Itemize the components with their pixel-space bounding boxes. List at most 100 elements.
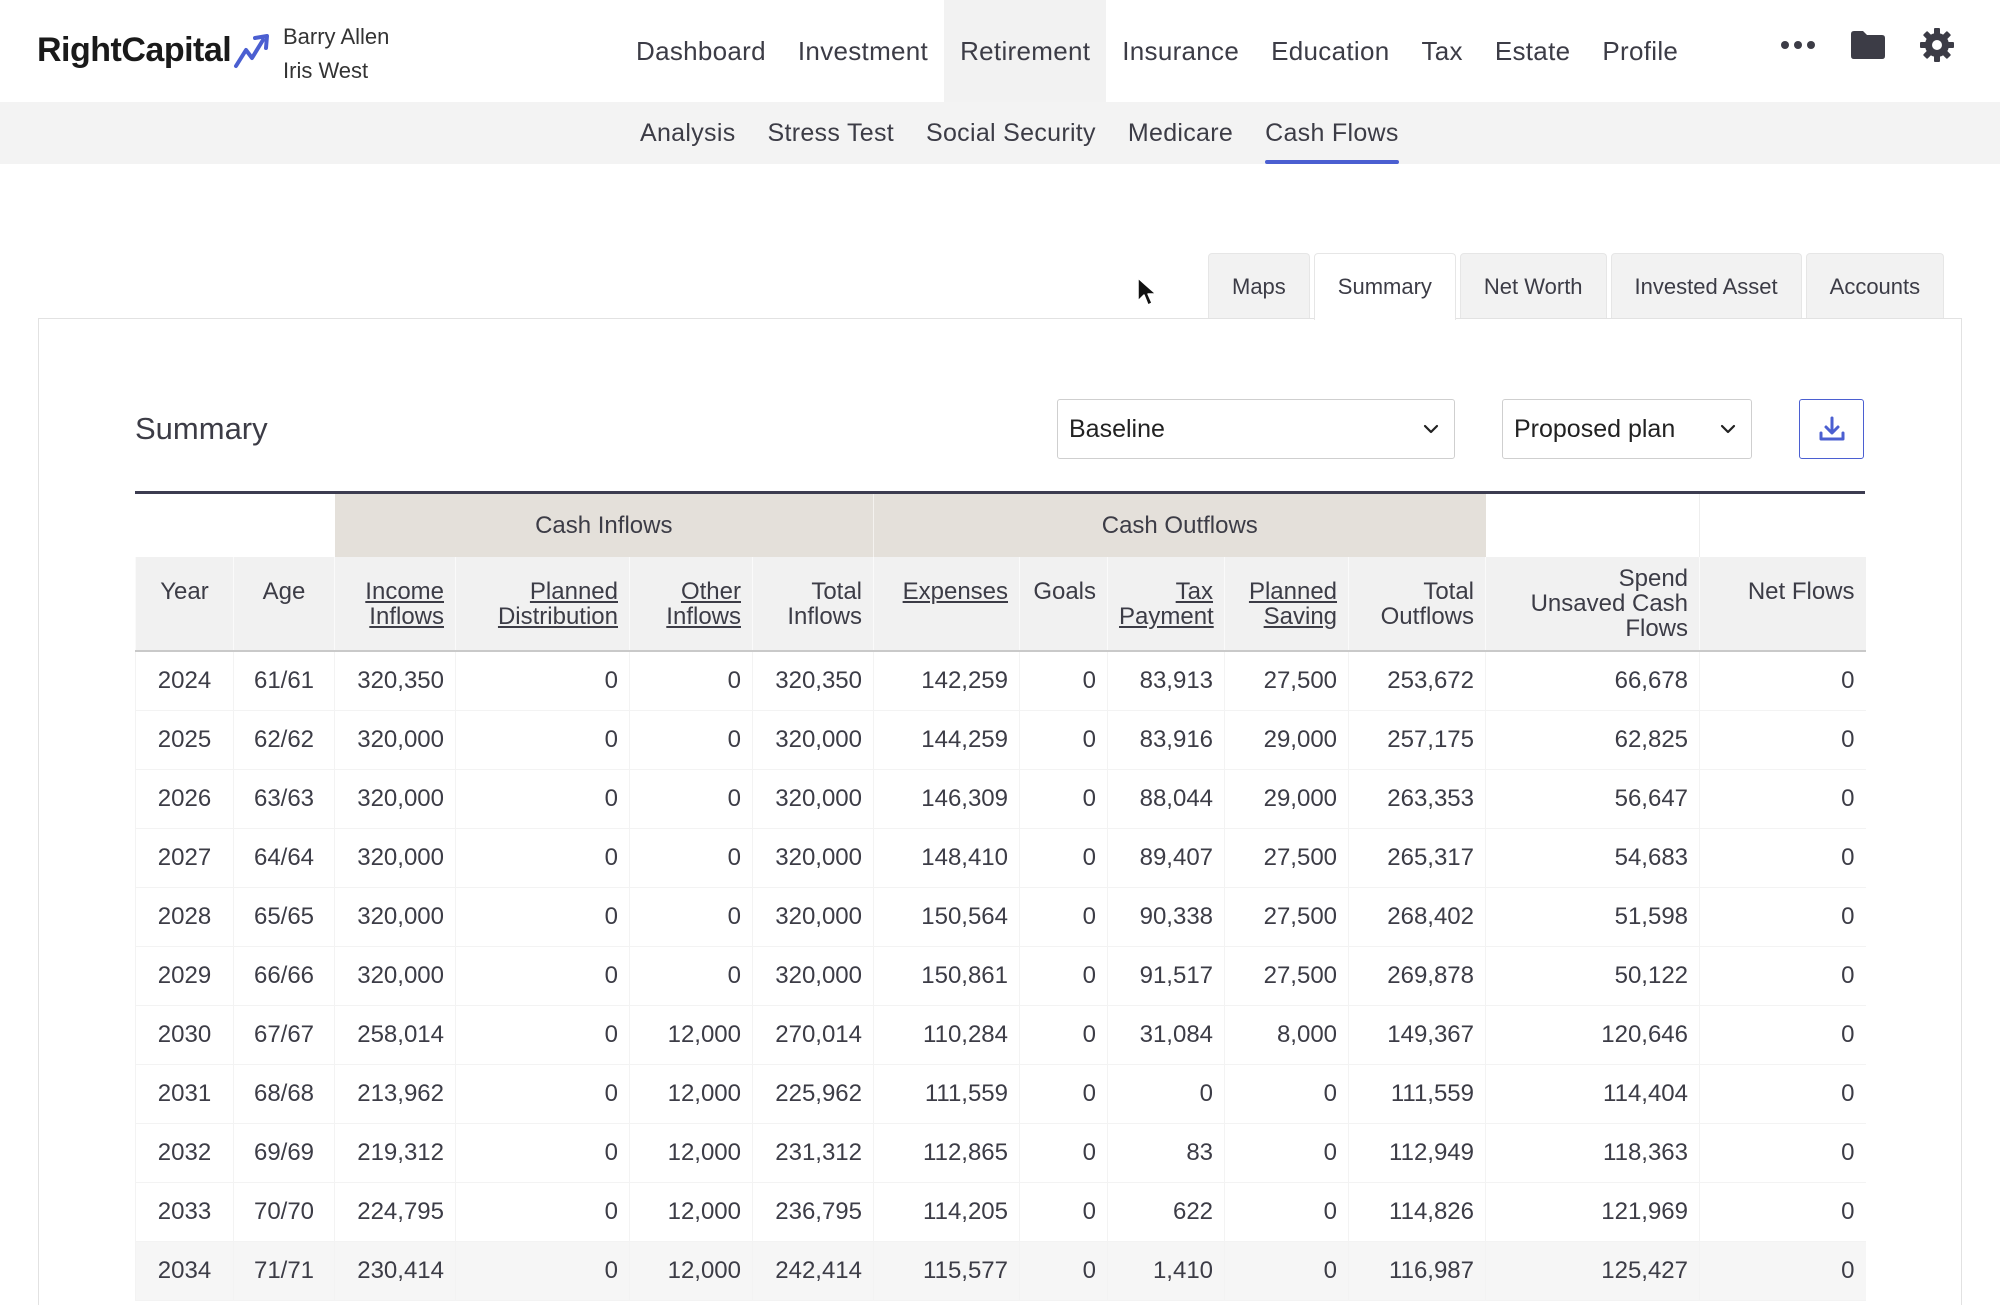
cell-tax-payment: 90,338 bbox=[1107, 887, 1225, 947]
cell-net-flows: 0 bbox=[1699, 1123, 1866, 1183]
rightcapital-logo[interactable]: RightCapital bbox=[37, 30, 277, 70]
cell-age: 62/62 bbox=[233, 710, 335, 770]
download-button[interactable] bbox=[1799, 399, 1864, 459]
tab-invested-asset[interactable]: Invested Asset bbox=[1610, 253, 1802, 319]
cell-other-inflows: 0 bbox=[629, 651, 753, 711]
nav-investment[interactable]: Investment bbox=[797, 35, 929, 66]
cell-planned-saving: 0 bbox=[1224, 1241, 1349, 1301]
cell-goals: 0 bbox=[1019, 1241, 1108, 1301]
column-header-label: Spend bbox=[1618, 565, 1689, 592]
cell-expenses: 114,205 bbox=[873, 1182, 1020, 1242]
tab-accounts[interactable]: Accounts bbox=[1805, 253, 1945, 319]
logo-arrow-icon bbox=[234, 34, 270, 68]
scenario-select[interactable]: Baseline bbox=[1057, 399, 1455, 459]
subnav-analysis[interactable]: Analysis bbox=[640, 118, 736, 147]
table-row: 2024 61/61 320,350 0 0 320,350 142,259 0 83,913 2… bbox=[135, 651, 1866, 711]
table-body: 2024 61/61 320,350 0 0 320,350 142,259 0 83,913 2… bbox=[135, 651, 1866, 1301]
column-header-planned-distribution[interactable]: Planned Distribution bbox=[455, 557, 630, 651]
column-header-label: Total bbox=[811, 577, 863, 605]
view-tabs: Maps Summary Net Worth Invested Asset Ac… bbox=[1208, 253, 1948, 320]
cell-total-outflows: 269,878 bbox=[1348, 946, 1486, 1006]
cell-age: 66/66 bbox=[233, 946, 335, 1006]
nav-estate[interactable]: Estate bbox=[1494, 35, 1571, 66]
column-header-total-outflows: Total Outflows bbox=[1348, 557, 1486, 651]
cell-total-outflows: 149,367 bbox=[1348, 1005, 1486, 1065]
column-header-other-inflows[interactable]: Other Inflows bbox=[629, 557, 753, 651]
table-row: 2032 69/69 219,312 0 12,000 231,312 112,865 0 83… bbox=[135, 1123, 1866, 1183]
cell-goals: 0 bbox=[1019, 828, 1108, 888]
cell-other-inflows: 0 bbox=[629, 828, 753, 888]
cell-expenses: 111,559 bbox=[873, 1064, 1020, 1124]
cell-spend-unsaved-cash-flows: 121,969 bbox=[1485, 1182, 1700, 1242]
column-header-net-flows: Net Flows bbox=[1699, 557, 1866, 651]
plan-select[interactable]: Proposed plan bbox=[1502, 399, 1752, 459]
tab-summary[interactable]: Summary bbox=[1313, 253, 1456, 320]
nav-profile[interactable]: Profile bbox=[1602, 35, 1679, 66]
cell-planned-distribution: 0 bbox=[455, 887, 630, 947]
nav-tax[interactable]: Tax bbox=[1421, 35, 1463, 66]
column-header-income-inflows[interactable]: Income Inflows bbox=[334, 557, 456, 651]
table-row: 2029 66/66 320,000 0 0 320,000 150,861 0 91,517 2… bbox=[135, 946, 1866, 1006]
client-names[interactable]: Barry Allen Iris West bbox=[283, 20, 389, 88]
column-header-planned-saving[interactable]: Planned Saving bbox=[1224, 557, 1349, 651]
table-row: 2026 63/63 320,000 0 0 320,000 146,309 0 88,044 2… bbox=[135, 769, 1866, 829]
column-header-tax-payment[interactable]: Tax Payment bbox=[1107, 557, 1225, 651]
tab-net-worth[interactable]: Net Worth bbox=[1459, 253, 1607, 319]
nav-insurance[interactable]: Insurance bbox=[1122, 35, 1240, 66]
cell-planned-distribution: 0 bbox=[455, 946, 630, 1006]
column-header-year: Year bbox=[135, 557, 234, 651]
cell-income-inflows: 258,014 bbox=[334, 1005, 456, 1065]
nav-dashboard[interactable]: Dashboard bbox=[636, 35, 766, 66]
group-header-empty bbox=[1699, 494, 1866, 557]
subnav-stress-test[interactable]: Stress Test bbox=[767, 118, 894, 147]
cell-goals: 0 bbox=[1019, 1064, 1108, 1124]
cell-planned-distribution: 0 bbox=[455, 769, 630, 829]
scenario-select-value: Baseline bbox=[1069, 414, 1165, 443]
column-header-expenses[interactable]: Expenses bbox=[873, 557, 1020, 651]
nav-education[interactable]: Education bbox=[1271, 35, 1390, 66]
cell-total-outflows: 257,175 bbox=[1348, 710, 1486, 770]
table-row: 2033 70/70 224,795 0 12,000 236,795 114,205 0 62… bbox=[135, 1182, 1866, 1242]
column-header-label: Outflows bbox=[1380, 602, 1475, 630]
table-row: 2034 71/71 230,414 0 12,000 242,414 115,577 0 1,… bbox=[135, 1241, 1866, 1301]
table-row: 2028 65/65 320,000 0 0 320,000 150,564 0 90,338 2… bbox=[135, 887, 1866, 947]
column-header-label: Inflows bbox=[369, 602, 444, 630]
cell-total-inflows: 231,312 bbox=[751, 1123, 874, 1183]
subnav-cash-flows[interactable]: Cash Flows bbox=[1265, 102, 1399, 164]
gear-icon[interactable] bbox=[1920, 28, 1954, 62]
column-header-label: Expenses bbox=[902, 577, 1009, 605]
cell-net-flows: 0 bbox=[1699, 1064, 1866, 1124]
more-icon[interactable] bbox=[1780, 39, 1816, 51]
column-header-label: Age bbox=[262, 577, 306, 605]
cell-year: 2030 bbox=[135, 1005, 234, 1065]
cell-goals: 0 bbox=[1019, 1005, 1108, 1065]
cell-income-inflows: 213,962 bbox=[334, 1064, 456, 1124]
tab-maps[interactable]: Maps bbox=[1208, 253, 1310, 319]
subnav-medicare[interactable]: Medicare bbox=[1127, 118, 1234, 147]
column-header-spend-unsaved-cash-flows: Spend Unsaved Cash Flows bbox=[1485, 557, 1700, 651]
cell-income-inflows: 320,000 bbox=[334, 710, 456, 770]
cell-total-inflows: 270,014 bbox=[751, 1005, 874, 1065]
column-header-label: Inflows bbox=[787, 602, 863, 630]
cell-expenses: 148,410 bbox=[873, 828, 1020, 888]
cell-goals: 0 bbox=[1019, 1182, 1108, 1242]
cell-total-outflows: 265,317 bbox=[1348, 828, 1486, 888]
subnav-social-security[interactable]: Social Security bbox=[926, 118, 1096, 147]
table-top-divider bbox=[135, 491, 1865, 494]
cell-net-flows: 0 bbox=[1699, 1241, 1866, 1301]
cell-total-outflows: 114,826 bbox=[1348, 1182, 1486, 1242]
cell-income-inflows: 320,000 bbox=[334, 946, 456, 1006]
cell-age: 71/71 bbox=[233, 1241, 335, 1301]
folder-icon[interactable] bbox=[1850, 30, 1886, 60]
column-header-label: Saving bbox=[1263, 602, 1338, 630]
cell-other-inflows: 0 bbox=[629, 710, 753, 770]
cell-total-outflows: 116,987 bbox=[1348, 1241, 1486, 1301]
cell-year: 2024 bbox=[135, 651, 234, 711]
column-header-label: Planned bbox=[1248, 577, 1338, 605]
nav-retirement[interactable]: Retirement bbox=[944, 0, 1107, 102]
cell-total-outflows: 268,402 bbox=[1348, 887, 1486, 947]
cell-net-flows: 0 bbox=[1699, 1005, 1866, 1065]
cell-total-inflows: 225,962 bbox=[751, 1064, 874, 1124]
cell-age: 63/63 bbox=[233, 769, 335, 829]
cell-total-outflows: 253,672 bbox=[1348, 651, 1486, 711]
